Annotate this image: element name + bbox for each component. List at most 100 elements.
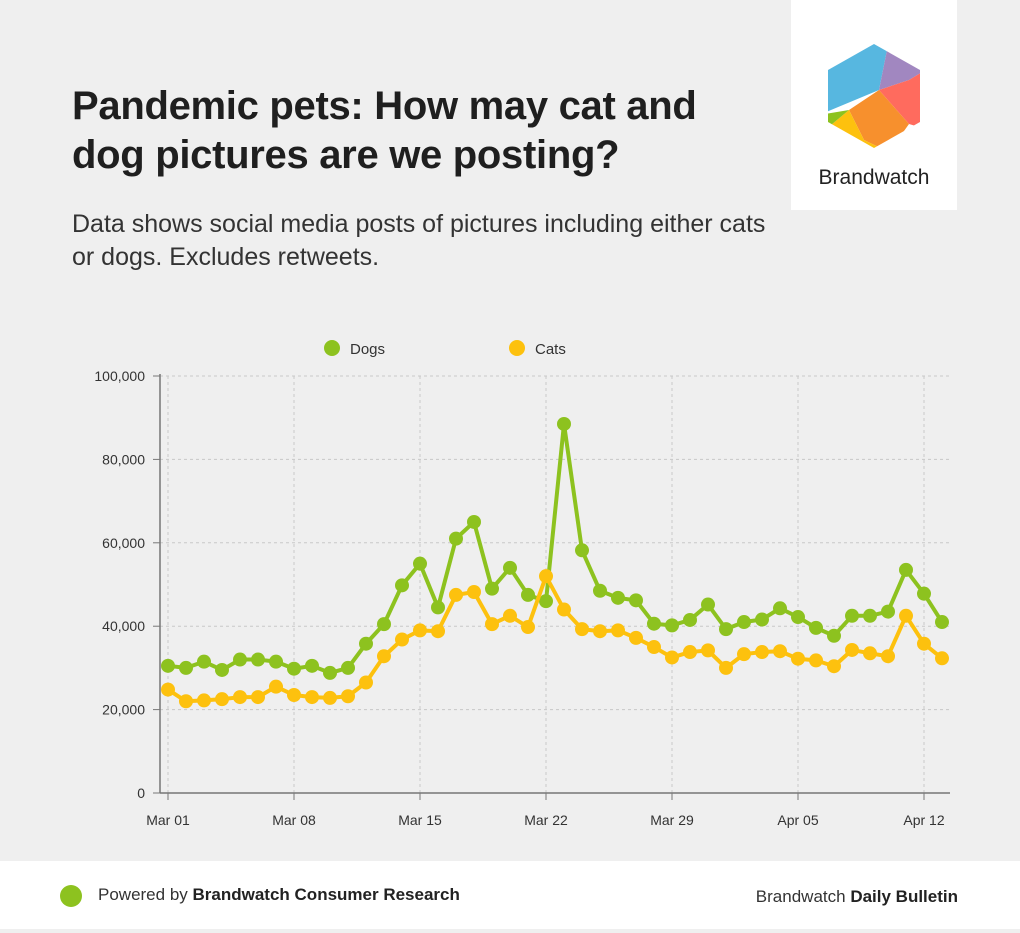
powered-by-text: Powered by Brandwatch Consumer Research <box>98 885 460 905</box>
dogs-point[interactable] <box>881 604 895 619</box>
cats-point[interactable] <box>575 622 589 637</box>
cats-point[interactable] <box>341 689 355 704</box>
dogs-point[interactable] <box>503 560 517 575</box>
cats-point[interactable] <box>845 642 859 657</box>
logo-green-piece <box>828 110 849 135</box>
dogs-point[interactable] <box>287 661 301 676</box>
x-tick-label: Mar 29 <box>650 812 694 828</box>
dogs-point[interactable] <box>827 628 841 643</box>
dogs-point[interactable] <box>791 610 805 625</box>
dogs-point[interactable] <box>161 658 175 673</box>
dogs-point[interactable] <box>737 615 751 630</box>
cats-point[interactable] <box>737 647 751 662</box>
cats-point[interactable] <box>233 690 247 705</box>
cats-point[interactable] <box>377 649 391 664</box>
dogs-point[interactable] <box>413 556 427 571</box>
y-tick-label: 80,000 <box>102 451 145 467</box>
cats-point[interactable] <box>809 653 823 668</box>
dogs-point[interactable] <box>575 543 589 558</box>
dogs-point[interactable] <box>845 608 859 623</box>
dogs-point[interactable] <box>899 562 913 577</box>
cats-point[interactable] <box>791 651 805 666</box>
dogs-point[interactable] <box>755 612 769 627</box>
cats-line <box>166 574 944 704</box>
dogs-point[interactable] <box>215 662 229 677</box>
y-tick-label: 60,000 <box>102 535 145 551</box>
dogs-point[interactable] <box>179 660 193 675</box>
dogs-point[interactable] <box>233 652 247 667</box>
cats-point[interactable] <box>683 645 697 660</box>
cats-point[interactable] <box>485 617 499 632</box>
dogs-point[interactable] <box>197 654 211 669</box>
dogs-point[interactable] <box>629 593 643 608</box>
cats-point[interactable] <box>269 679 283 694</box>
dogs-point[interactable] <box>359 636 373 651</box>
dogs-point[interactable] <box>557 416 571 431</box>
dogs-point[interactable] <box>935 615 949 630</box>
cats-point[interactable] <box>521 620 535 635</box>
dogs-point[interactable] <box>431 600 445 615</box>
logo-orange-piece <box>849 90 909 148</box>
cats-point[interactable] <box>611 623 625 638</box>
cats-point[interactable] <box>395 632 409 647</box>
x-tick-label: Apr 05 <box>777 812 818 828</box>
cats-point[interactable] <box>413 623 427 638</box>
x-tick-label: Mar 08 <box>272 812 316 828</box>
cats-point[interactable] <box>629 630 643 645</box>
dogs-point[interactable] <box>305 658 319 673</box>
cats-point[interactable] <box>593 624 607 639</box>
dogs-legend-label[interactable]: Dogs <box>350 341 385 358</box>
dogs-point[interactable] <box>647 616 661 631</box>
cats-point[interactable] <box>539 569 553 584</box>
dogs-point[interactable] <box>665 618 679 633</box>
cats-point[interactable] <box>467 585 481 600</box>
cats-point[interactable] <box>215 692 229 707</box>
dogs-point[interactable] <box>269 654 283 669</box>
dogs-point[interactable] <box>377 617 391 632</box>
cats-point[interactable] <box>863 646 877 661</box>
cats-point[interactable] <box>647 640 661 655</box>
cats-point[interactable] <box>323 690 337 705</box>
dogs-point[interactable] <box>683 612 697 627</box>
brand-logo-card: Brandwatch <box>791 0 957 210</box>
cats-legend-label[interactable]: Cats <box>535 341 566 358</box>
cats-point[interactable] <box>719 660 733 675</box>
cats-point[interactable] <box>305 690 319 705</box>
dogs-point[interactable] <box>323 665 337 680</box>
cats-point[interactable] <box>899 608 913 623</box>
cats-point[interactable] <box>557 602 571 617</box>
dogs-point[interactable] <box>521 587 535 602</box>
cats-point[interactable] <box>827 659 841 674</box>
cats-point[interactable] <box>773 644 787 659</box>
cats-point[interactable] <box>935 651 949 666</box>
cats-point[interactable] <box>251 690 265 705</box>
dogs-point[interactable] <box>917 586 931 601</box>
cats-point[interactable] <box>287 688 301 703</box>
cats-point[interactable] <box>503 608 517 623</box>
dogs-point[interactable] <box>467 514 481 529</box>
dogs-point[interactable] <box>719 622 733 637</box>
dogs-point[interactable] <box>809 620 823 635</box>
dogs-point[interactable] <box>485 581 499 596</box>
cats-point[interactable] <box>431 624 445 639</box>
dogs-point[interactable] <box>341 660 355 675</box>
dogs-point[interactable] <box>539 594 553 609</box>
cats-point[interactable] <box>449 587 463 602</box>
dogs-point[interactable] <box>773 601 787 616</box>
cats-point[interactable] <box>161 682 175 697</box>
dogs-point[interactable] <box>701 597 715 612</box>
cats-point[interactable] <box>197 693 211 708</box>
cats-point[interactable] <box>917 636 931 651</box>
dogs-point[interactable] <box>611 590 625 605</box>
dogs-point[interactable] <box>395 578 409 593</box>
dogs-point[interactable] <box>593 583 607 598</box>
cats-point[interactable] <box>179 694 193 709</box>
cats-point[interactable] <box>359 675 373 690</box>
dogs-point[interactable] <box>449 531 463 546</box>
dogs-point[interactable] <box>863 608 877 623</box>
cats-point[interactable] <box>881 649 895 664</box>
dogs-point[interactable] <box>251 652 265 667</box>
cats-point[interactable] <box>701 643 715 658</box>
cats-point[interactable] <box>665 650 679 665</box>
cats-point[interactable] <box>755 645 769 660</box>
